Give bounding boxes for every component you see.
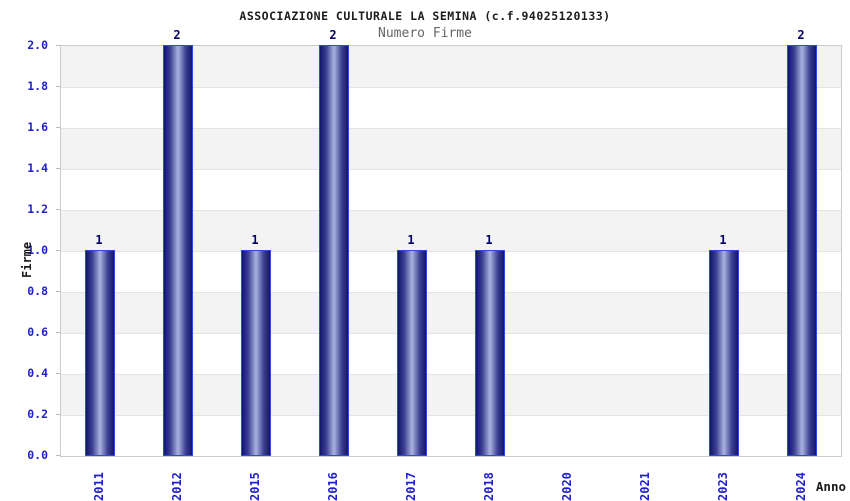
x-tick-label: 2015 — [248, 472, 262, 501]
x-tick-label: 2017 — [404, 472, 418, 501]
y-tick-label: 0.0 — [27, 448, 48, 462]
y-tick-mark — [56, 250, 60, 251]
x-tick-label: 2021 — [638, 472, 652, 501]
gridline — [61, 333, 841, 334]
y-tick-label: 0.6 — [27, 325, 48, 339]
y-tick-label: 2.0 — [27, 38, 48, 52]
bar-2015 — [241, 250, 271, 456]
gridline — [61, 87, 841, 88]
y-axis-title: Firme — [20, 241, 34, 278]
y-tick-mark — [56, 332, 60, 333]
chart-subtitle: Numero Firme — [378, 26, 472, 41]
gridline — [61, 169, 841, 170]
bar-2017 — [397, 250, 427, 456]
chart-title: ASSOCIAZIONE CULTURALE LA SEMINA (c.f.94… — [239, 9, 611, 23]
x-tick-label: 2020 — [560, 472, 574, 501]
y-tick-label: 0.8 — [27, 284, 48, 298]
x-tick-label: 2012 — [170, 472, 184, 501]
y-tick-mark — [56, 455, 60, 456]
gridline — [61, 292, 841, 293]
y-tick-label: 0.2 — [27, 407, 48, 421]
y-tick-mark — [56, 168, 60, 169]
x-tick-label: 2011 — [92, 472, 106, 501]
bar-2012 — [163, 45, 193, 456]
y-tick-mark — [56, 291, 60, 292]
y-tick-mark — [56, 373, 60, 374]
y-tick-label: 1.4 — [27, 161, 48, 175]
bar-value-label: 1 — [251, 233, 259, 247]
gridline — [61, 210, 841, 211]
y-tick-mark — [56, 209, 60, 210]
bar-value-label: 1 — [719, 233, 727, 247]
bar-value-label: 1 — [95, 233, 103, 247]
y-tick-label: 1.2 — [27, 202, 48, 216]
gridline — [61, 251, 841, 252]
y-tick-mark — [56, 86, 60, 87]
gridline — [61, 128, 841, 129]
bar-2016 — [319, 45, 349, 456]
bar-value-label: 2 — [797, 28, 805, 42]
y-tick-label: 1.8 — [27, 79, 48, 93]
x-tick-label: 2023 — [716, 472, 730, 501]
y-tick-mark — [56, 45, 60, 46]
bar-2011 — [85, 250, 115, 456]
x-tick-label: 2016 — [326, 472, 340, 501]
x-axis-title: Anno — [815, 479, 846, 494]
bar-2023 — [709, 250, 739, 456]
x-tick-label: 2018 — [482, 472, 496, 501]
y-tick-label: 0.4 — [27, 366, 48, 380]
bar-2018 — [475, 250, 505, 456]
bar-value-label: 2 — [173, 28, 181, 42]
bar-value-label: 1 — [485, 233, 493, 247]
y-tick-mark — [56, 127, 60, 128]
gridline — [61, 415, 841, 416]
bar-value-label: 1 — [407, 233, 415, 247]
y-tick-mark — [56, 414, 60, 415]
x-tick-label: 2024 — [794, 472, 808, 501]
gridline — [61, 374, 841, 375]
bar-value-label: 2 — [329, 28, 337, 42]
plot-area — [60, 45, 842, 457]
y-tick-label: 1.6 — [27, 120, 48, 134]
bar-2024 — [787, 45, 817, 456]
y-tick-label: 1.0 — [27, 243, 48, 257]
